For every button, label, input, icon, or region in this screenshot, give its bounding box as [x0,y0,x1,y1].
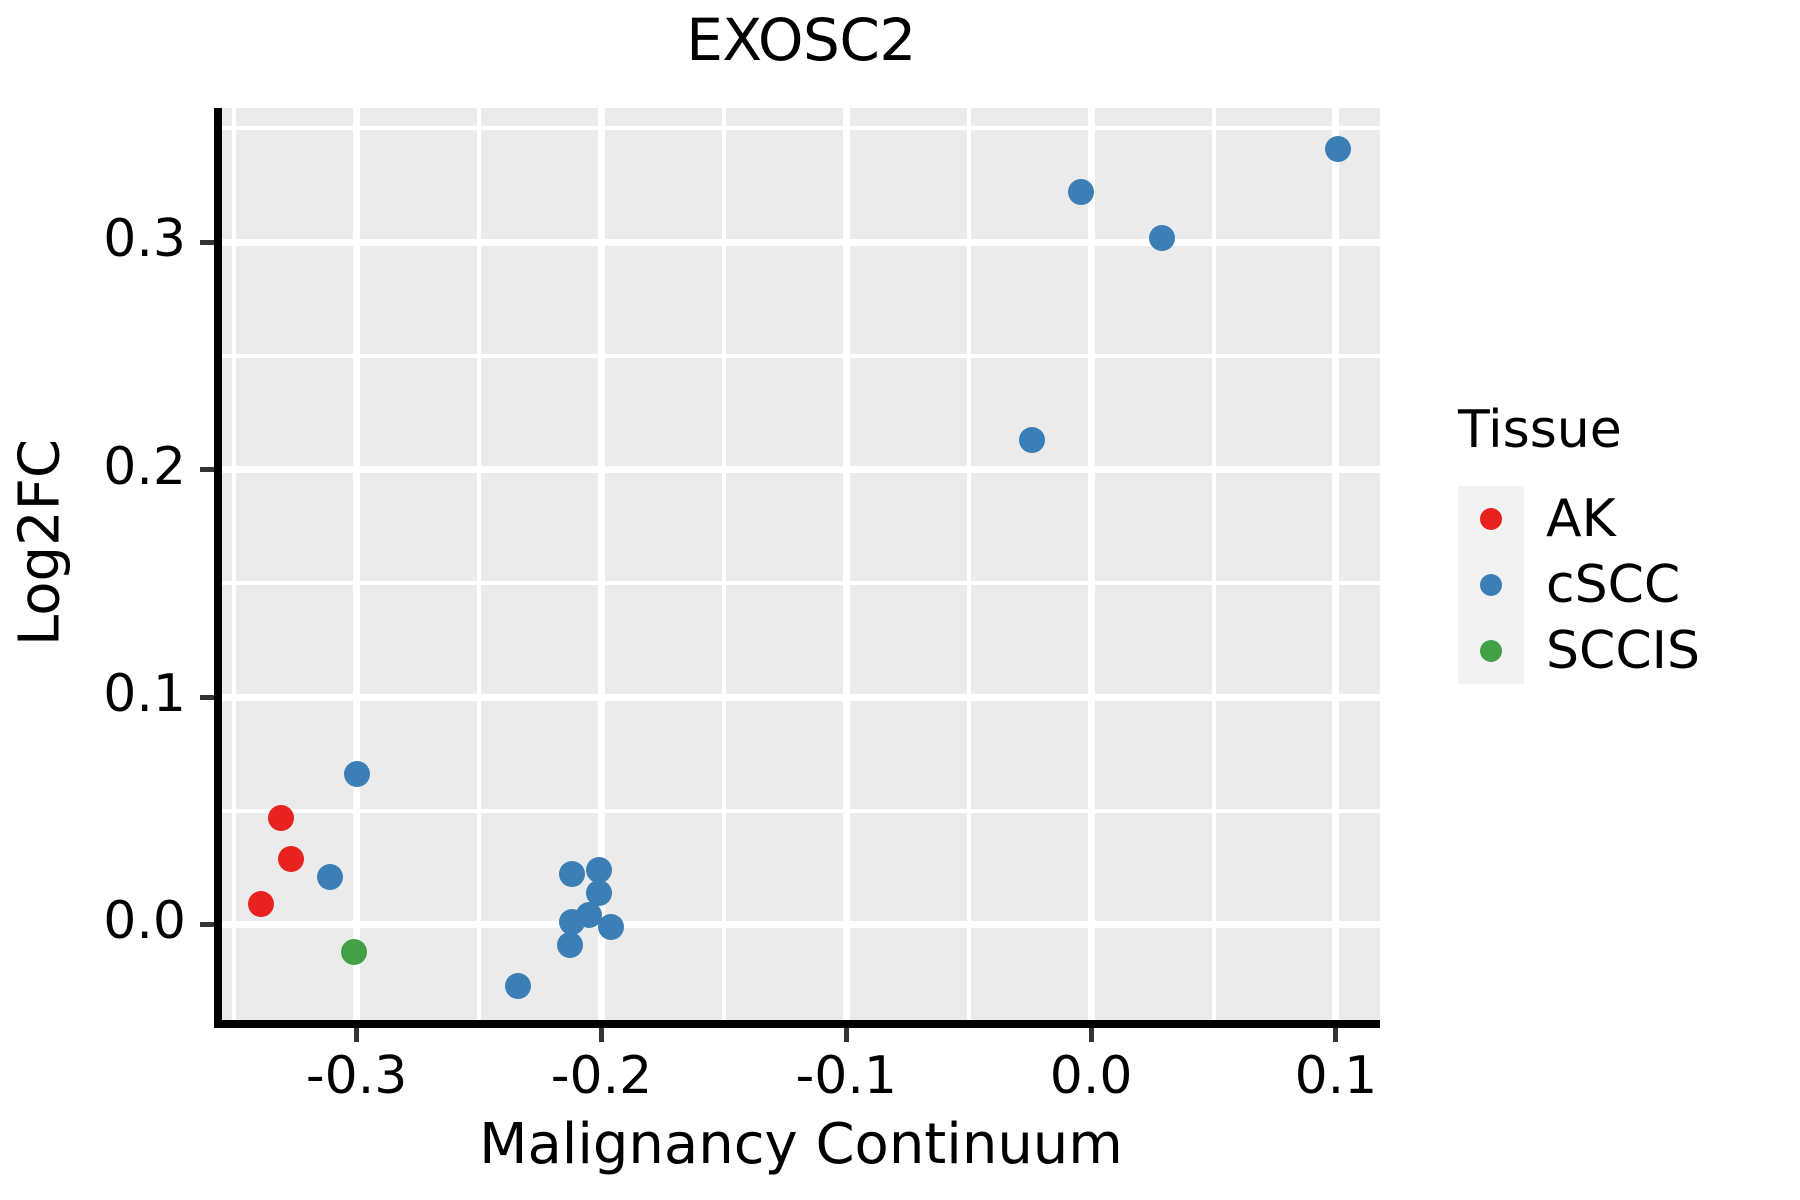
data-point-cscc [586,856,613,883]
data-point-cscc [559,861,586,888]
data-point-ak [277,845,304,872]
x-tick-mark [1333,1028,1339,1042]
gridline-major-vertical [1087,108,1095,1020]
legend-label: SCCIS [1546,621,1700,681]
gridline-minor-vertical [721,108,726,1020]
x-axis-title: Malignancy Continuum [479,1112,1123,1177]
x-tick-label: 0.0 [1049,1046,1133,1106]
legend-key [1458,618,1524,684]
gridline-minor-horizontal [222,353,1380,358]
y-axis-title: Log2FC [7,439,73,646]
gridline-minor-vertical [232,108,237,1020]
y-tick-mark [200,694,214,700]
data-point-cscc [1325,135,1352,162]
y-tick-mark [200,239,214,245]
y-tick-label: 0.2 [103,436,186,497]
data-point-cscc [586,879,613,906]
data-point-ak [248,891,275,917]
gridline-major-horizontal [222,693,1380,701]
data-point-cscc [1019,427,1046,454]
x-tick-mark [354,1028,360,1042]
x-tick-mark [843,1028,849,1042]
plot-panel [222,108,1380,1020]
legend-key [1458,486,1524,552]
gridline-minor-horizontal [222,126,1380,131]
x-tick-label: -0.2 [550,1046,653,1106]
legend-key [1458,552,1524,618]
gridline-major-vertical [842,108,850,1020]
gridline-minor-horizontal [222,581,1380,586]
data-point-cscc [505,972,532,999]
data-point-cscc [343,761,370,788]
gridline-major-vertical [353,108,361,1020]
legend-item-sccis[interactable]: SCCIS [1458,618,1788,684]
legend-swatch-ak [1480,508,1502,530]
data-point-cscc [598,913,625,940]
y-axis-spine [214,108,222,1020]
gridline-minor-vertical [1211,108,1216,1020]
x-tick-label: -0.1 [795,1046,898,1106]
x-tick-mark [598,1028,604,1042]
x-tick-label: 0.1 [1294,1046,1378,1106]
gridline-major-horizontal [222,238,1380,246]
data-point-cscc [316,863,343,890]
gridline-minor-horizontal [222,808,1380,813]
legend-label: AK [1546,489,1616,549]
data-point-cscc [1149,224,1176,251]
legend-item-cscc[interactable]: cSCC [1458,552,1788,618]
gridline-minor-vertical [966,108,971,1020]
legend-title: Tissue [1458,400,1622,460]
gridline-major-vertical [597,108,605,1020]
y-tick-label: 0.0 [103,891,186,952]
legend-label: cSCC [1546,555,1681,615]
x-tick-label: -0.3 [305,1046,408,1106]
legend-items: AK cSCC SCCIS [1458,486,1788,684]
legend: Tissue AK cSCC SCCIS [1458,400,1788,684]
data-point-cscc [1068,179,1095,206]
legend-item-ak[interactable]: AK [1458,486,1788,552]
legend-swatch-sccis [1480,640,1502,662]
gridline-major-horizontal [222,466,1380,474]
y-tick-mark [200,921,214,927]
y-tick-label: 0.1 [103,664,186,725]
x-tick-mark [1088,1028,1094,1042]
gridline-major-horizontal [222,920,1380,928]
y-tick-mark [200,467,214,473]
page-title: EXOSC2 [686,6,916,74]
gridline-major-vertical [1332,108,1340,1020]
gridline-minor-vertical [477,108,482,1020]
data-point-cscc [556,931,583,958]
y-tick-label: 0.3 [103,209,186,270]
legend-swatch-cscc [1480,574,1502,596]
data-point-sccis [341,938,368,965]
data-point-ak [267,804,294,831]
data-point-cscc [576,902,603,929]
x-axis-spine [214,1020,1380,1028]
